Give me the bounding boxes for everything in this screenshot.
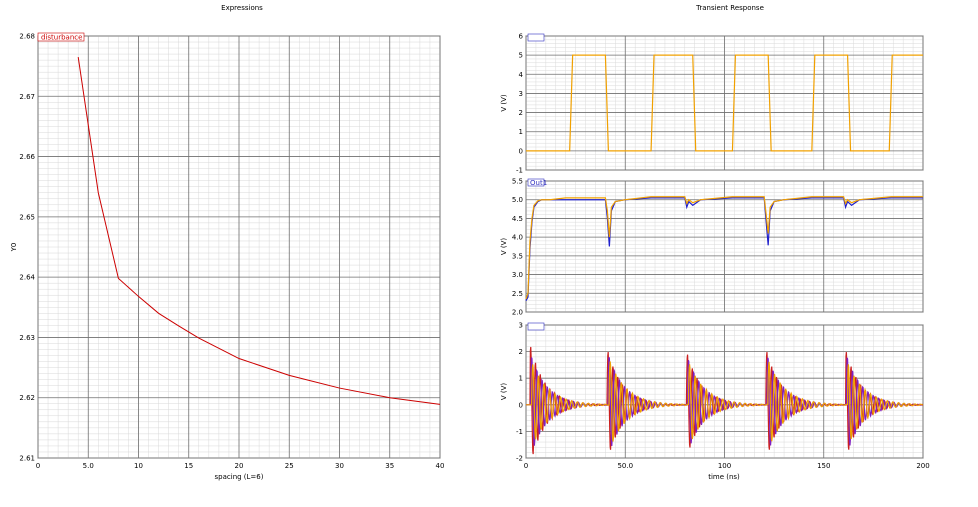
expressions-x-ticks: 0 5.0 10 15 20 25 30 35 40 <box>36 462 445 470</box>
panel-legend-box <box>527 178 545 187</box>
x-tick-label: 20 <box>235 462 244 470</box>
y-tick-label: 6 <box>519 33 524 41</box>
x-tick-label: 30 <box>335 462 344 470</box>
series-line <box>526 54 923 152</box>
y-tick-label: 2.61 <box>19 455 35 463</box>
y-tick-label: 4.5 <box>512 215 523 223</box>
y-tick-label: -1 <box>516 167 523 175</box>
y-tick-label: 3.0 <box>512 271 523 279</box>
panel-legend-box <box>527 322 545 331</box>
expressions-chart: Expressions 0 5.0 10 15 20 25 30 35 40 2.612.622… <box>10 4 444 481</box>
transient-x-label: time (ns) <box>708 473 740 481</box>
series-line <box>526 361 924 442</box>
x-tick-label: 0 <box>36 462 40 470</box>
expressions-legend: disturbance <box>37 32 85 42</box>
expressions-y-label: Y0 <box>10 243 18 253</box>
y-tick-label: 2.64 <box>19 274 35 282</box>
transient-title: Transient Response <box>695 4 764 12</box>
x-tick-label: 35 <box>385 462 394 470</box>
legend-box <box>37 32 85 42</box>
expressions-x-label: spacing (L=6) <box>215 473 264 481</box>
y-tick-label: 5 <box>519 52 523 60</box>
y-tick-label: 1 <box>519 375 523 383</box>
y-tick-label: 4 <box>519 71 524 79</box>
y-tick-label: 0 <box>519 147 523 155</box>
y-tick-label: -2 <box>516 455 523 463</box>
x-tick-label: 40 <box>436 462 445 470</box>
expressions-minor-grid <box>37 35 441 459</box>
transient-panel-2: 2.0 2.5 3.0 3.5 4.0 4.5 5.0 5.5 V (V) Out1 <box>500 178 924 317</box>
panel-legend-label: Out1 <box>530 179 547 187</box>
panel-y-label: V (V) <box>500 383 508 401</box>
y-tick-label: 2.63 <box>19 334 35 342</box>
legend-label-disturbance: disturbance <box>41 34 82 42</box>
transient-panel-3: 0 50.0 100 150 200 -2 -1 0 1 2 3 V (V) <box>500 322 930 471</box>
y-tick-label: 2.66 <box>19 153 35 161</box>
x-tick-label: 25 <box>285 462 294 470</box>
x-tick-label: 0 <box>524 462 528 470</box>
x-tick-label: 200 <box>916 462 929 470</box>
y-tick-label: 2.65 <box>19 213 35 221</box>
y-tick-label: 2.62 <box>19 394 35 402</box>
y-tick-label: 2.0 <box>512 309 523 317</box>
expressions-title: Expressions <box>221 4 263 12</box>
y-tick-label: 3 <box>519 322 523 330</box>
panel-y-label: V (V) <box>500 94 508 112</box>
y-tick-label: -1 <box>516 428 523 436</box>
series-line <box>525 196 923 300</box>
y-tick-label: 0 <box>519 401 523 409</box>
y-tick-label: 2 <box>519 348 523 356</box>
x-tick-label: 15 <box>184 462 193 470</box>
y-tick-label: 4.0 <box>512 234 523 242</box>
y-tick-label: 5.0 <box>512 196 523 204</box>
panel-legend-box <box>527 33 545 42</box>
disturbance-line <box>77 57 441 405</box>
x-tick-label: 50.0 <box>617 462 633 470</box>
y-tick-label: 5.5 <box>512 178 523 186</box>
transient-response-chart: Transient Response -1 0 1 2 3 4 5 6 V (V) 2.0 2.5… <box>500 4 930 481</box>
x-tick-label: 5.0 <box>83 462 94 470</box>
transient-panel-1: -1 0 1 2 3 4 5 6 V (V) <box>500 33 924 175</box>
y-tick-label: 1 <box>519 128 523 136</box>
x-tick-label: 10 <box>134 462 143 470</box>
x-tick-label: 100 <box>718 462 731 470</box>
expressions-y-ticks: 2.61 2.62 2.63 2.64 2.65 2.66 2.67 2.68 <box>19 33 35 463</box>
y-tick-label: 3 <box>519 90 523 98</box>
panel-y-label: V (V) <box>500 238 508 256</box>
y-tick-label: 2.67 <box>19 93 35 101</box>
x-tick-label: 150 <box>817 462 830 470</box>
y-tick-label: 2.5 <box>512 290 523 298</box>
y-tick-label: 3.5 <box>512 252 523 260</box>
y-tick-label: 2.68 <box>19 33 35 41</box>
y-tick-label: 2 <box>519 109 523 117</box>
